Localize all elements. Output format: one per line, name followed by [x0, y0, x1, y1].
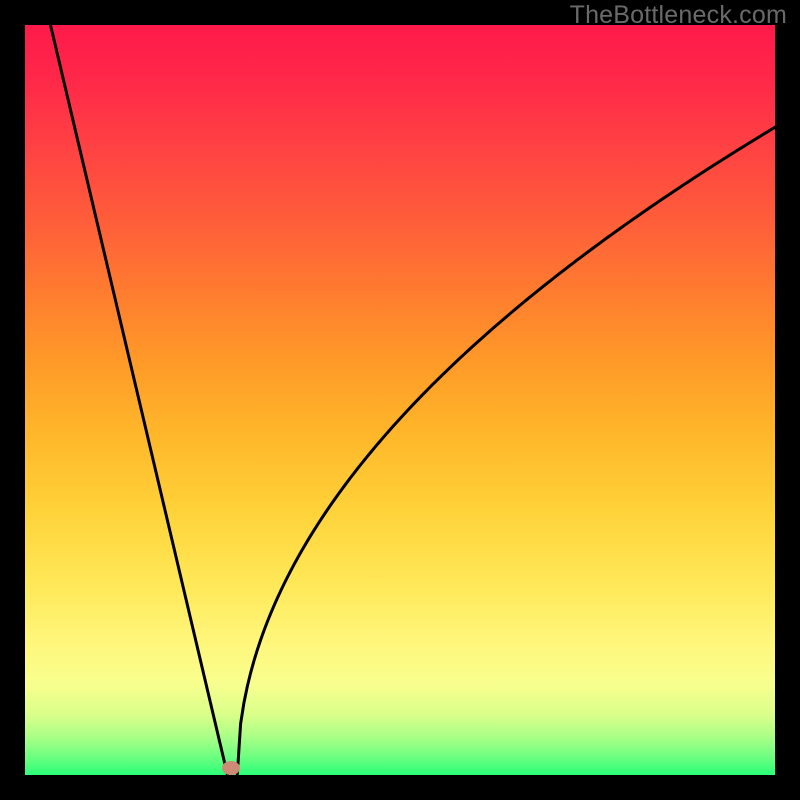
minimum-marker [222, 761, 240, 775]
watermark-text: TheBottleneck.com [570, 1, 787, 30]
curve-right-branch [237, 127, 775, 775]
outer-frame: TheBottleneck.com [0, 0, 800, 800]
plot-area [25, 25, 775, 775]
curve-layer [25, 25, 775, 775]
curve-left-branch [51, 25, 228, 775]
